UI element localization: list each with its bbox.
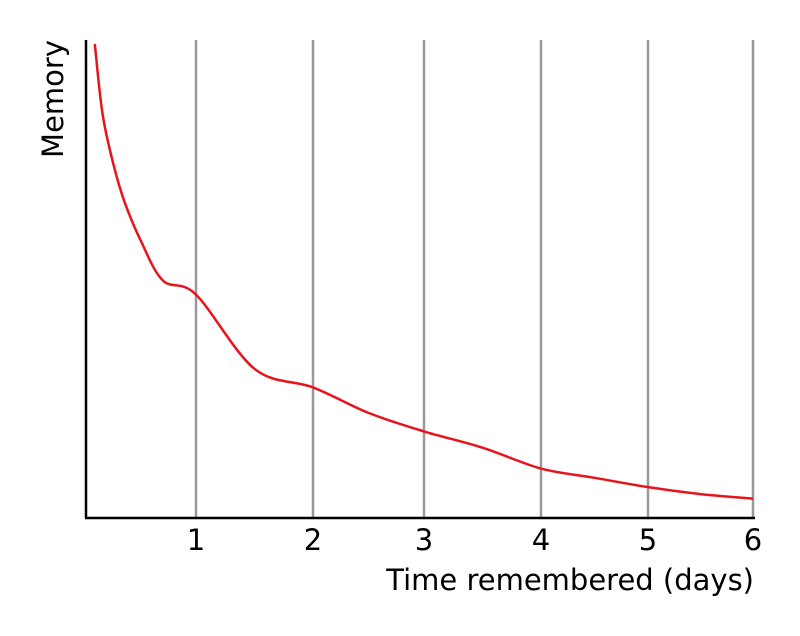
x-tick-label-3: 3 (415, 523, 433, 557)
y-axis-title: Memory (36, 40, 70, 158)
x-tick-label-5: 5 (639, 523, 657, 557)
x-axis-title: Time remembered (days) (385, 563, 754, 597)
axes (84, 40, 755, 520)
memory-curve-line (93, 43, 754, 500)
vertical-gridlines (194, 40, 755, 518)
x-tick-label-1: 1 (187, 523, 205, 557)
x-tick-label-4: 4 (532, 523, 550, 557)
x-tick-label-2: 2 (304, 523, 322, 557)
curve-layer (93, 43, 754, 500)
x-tick-labels: 1 2 3 4 5 6 (187, 523, 762, 557)
x-tick-label-6: 6 (744, 523, 762, 557)
